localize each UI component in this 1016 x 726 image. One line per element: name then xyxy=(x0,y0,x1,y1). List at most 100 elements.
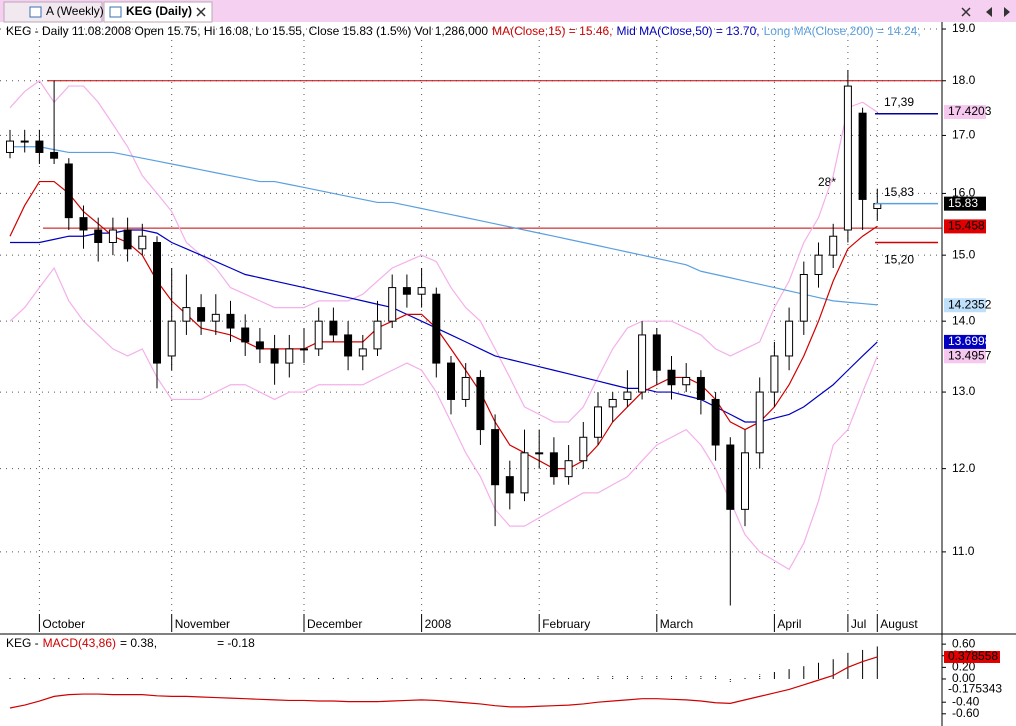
candle-body xyxy=(388,287,397,322)
candle-body xyxy=(814,254,823,275)
y-tick-label: -0.60 xyxy=(952,706,980,720)
candle-body xyxy=(696,376,705,400)
axis-marker xyxy=(944,349,986,364)
y-tick-label: -0.40 xyxy=(952,694,980,708)
tab-close[interactable] xyxy=(196,7,206,17)
candle-body xyxy=(255,341,264,350)
candle-body xyxy=(535,452,544,455)
header-item: Mid MA(Close,50) = 13.70, xyxy=(617,24,760,38)
candle-body xyxy=(358,348,367,357)
candle-body xyxy=(726,444,735,510)
y-tick-label: 13.0 xyxy=(952,384,976,398)
candle-body xyxy=(153,241,161,364)
indicator-line xyxy=(10,146,878,306)
candle-body xyxy=(741,452,749,510)
y-tick-label: 11.0 xyxy=(952,544,975,558)
level-label: 15,20 xyxy=(884,253,914,267)
axis-marker xyxy=(944,683,1000,696)
candle-body xyxy=(491,429,500,486)
candle-body xyxy=(226,313,235,329)
level-label: 15,83 xyxy=(884,185,914,199)
macd-line xyxy=(9,656,878,709)
axis-marker-label: 15.458 xyxy=(948,219,985,233)
candle-body xyxy=(417,287,426,295)
axis-marker-label: -0.175343 xyxy=(948,681,1002,695)
candle-body xyxy=(211,313,220,322)
candle-body xyxy=(682,376,691,386)
candle-body xyxy=(432,293,441,364)
tab-icon xyxy=(109,6,122,18)
candle-body xyxy=(344,334,353,357)
candle-body xyxy=(50,151,59,159)
tab-label: A (Weekly) xyxy=(46,4,104,18)
window-close[interactable] xyxy=(961,7,971,17)
macd-header: KEG - MACD(43,86) = 0.38, = -0.18 xyxy=(6,636,255,650)
y-tick-label: 17.0 xyxy=(952,128,976,142)
axis-marker-label: 13.4957 xyxy=(948,348,992,362)
y-tick-label: 19.0 xyxy=(952,21,976,35)
axis-marker-label: 0.378558 xyxy=(948,649,998,663)
tab[interactable] xyxy=(3,1,103,23)
annotation: 28* xyxy=(818,175,836,189)
y-tick-label: 0.60 xyxy=(952,636,976,650)
header-item: MACD(43,86) xyxy=(43,636,116,650)
x-tick-label: Jul xyxy=(851,617,866,631)
y-tick-label: 12.0 xyxy=(952,461,976,475)
candle-body xyxy=(667,369,676,386)
axis-marker xyxy=(944,298,986,313)
x-tick-label: April xyxy=(777,617,801,631)
candle-body xyxy=(241,327,250,343)
candle-body xyxy=(123,229,132,250)
header-item: Long MA(Close,200) = 14.24, xyxy=(764,24,921,38)
tab-scroll[interactable] xyxy=(986,7,1010,17)
indicator-line xyxy=(10,229,878,423)
axis-marker-label: 13.6998 xyxy=(948,334,992,348)
header-item: = -0.18 xyxy=(217,636,255,650)
chart-header: KEG - Daily 11.08.2008 Open 15.75, Hi 16… xyxy=(6,24,921,38)
axis-marker xyxy=(944,196,986,211)
candle-body xyxy=(461,376,470,400)
candle-body xyxy=(579,436,588,462)
candle-body xyxy=(594,406,602,438)
candle-body xyxy=(314,320,323,350)
candle-body xyxy=(300,348,308,351)
candle-body xyxy=(564,460,573,478)
x-tick-label: 2008 xyxy=(425,617,452,631)
candle-body xyxy=(638,334,647,393)
x-tick-label: November xyxy=(175,617,230,631)
axis-marker xyxy=(944,650,1000,663)
candle-body xyxy=(94,229,103,243)
y-tick-label: 15.0 xyxy=(952,247,976,261)
candle-body xyxy=(6,140,14,153)
y-tick-label: 18.0 xyxy=(952,73,976,87)
axis-marker xyxy=(944,105,986,120)
candle-body xyxy=(197,307,206,322)
candle-body xyxy=(843,85,852,231)
candle-body xyxy=(373,320,382,350)
header-item: = 0.38, xyxy=(120,636,157,650)
candle-body xyxy=(799,273,808,322)
x-tick-label: August xyxy=(880,617,918,631)
y-tick-label: 0.00 xyxy=(952,671,976,685)
x-tick-label: February xyxy=(542,617,590,631)
axis-marker-label: 14.2352 xyxy=(948,297,992,311)
x-tick-label: December xyxy=(307,617,362,631)
candle-body xyxy=(505,476,514,494)
candle-body xyxy=(108,229,117,243)
candle-body xyxy=(285,348,294,364)
y-tick-label: 14.0 xyxy=(952,313,976,327)
candle-body xyxy=(167,320,176,357)
candle-body xyxy=(711,398,720,446)
tab-active[interactable] xyxy=(103,1,213,23)
candle-body xyxy=(64,163,73,219)
candle-body xyxy=(623,391,632,400)
candle-body xyxy=(755,391,764,454)
candle-body xyxy=(20,140,29,143)
candle-body xyxy=(35,140,44,153)
tab-icon xyxy=(29,6,42,18)
y-tick-label: 0.20 xyxy=(952,660,976,674)
candle-body xyxy=(447,362,455,400)
candle-body xyxy=(402,287,411,295)
